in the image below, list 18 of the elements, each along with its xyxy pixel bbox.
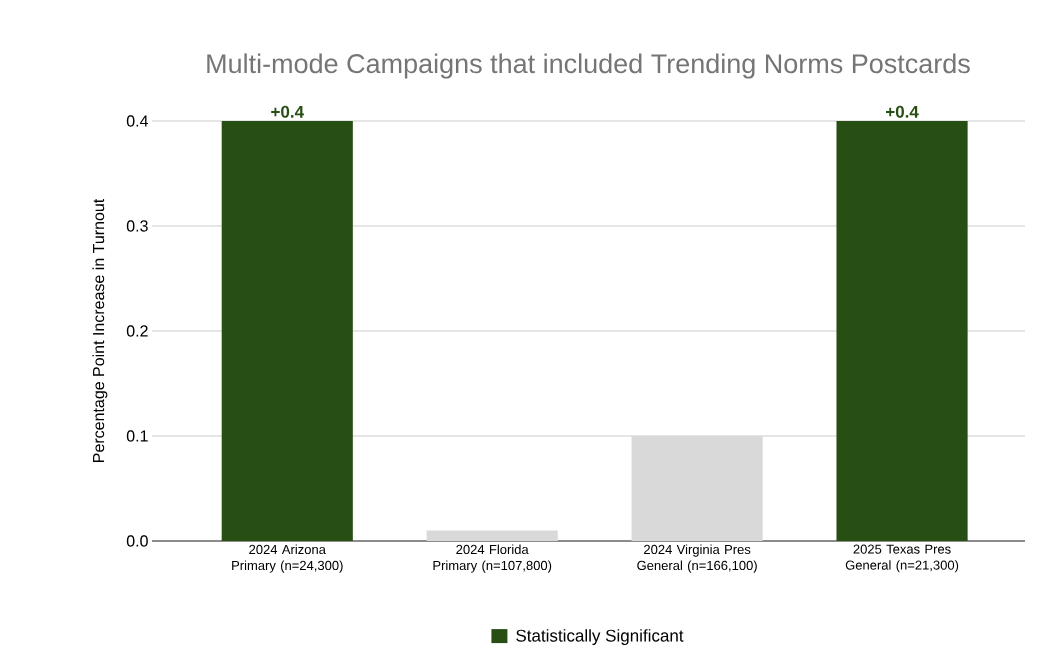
y-tick-label: 0.1 bbox=[126, 430, 148, 442]
x-tick-label: 2025 Texas Pres General (n=21,300) bbox=[845, 544, 959, 573]
bar bbox=[836, 120, 968, 541]
bar bbox=[221, 120, 353, 541]
bar bbox=[426, 530, 558, 541]
y-tick-label: 0.3 bbox=[126, 220, 148, 232]
bar bbox=[631, 435, 763, 541]
data-label: +0.4 bbox=[885, 105, 919, 118]
y-axis-title: Percentage Point Increase in Turnout bbox=[92, 198, 108, 462]
y-tick-label: 0.2 bbox=[126, 325, 148, 337]
y-tick-label: 0.4 bbox=[126, 115, 148, 127]
chart-title: Multi-mode Campaigns that included Trending Norms Postcards bbox=[207, 53, 970, 79]
y-tick-label: 0.0 bbox=[126, 535, 148, 547]
x-tick-label: 2024 Florida Primary (n=107,800) bbox=[433, 544, 552, 573]
x-tick-label: 2024 Virginia Pres General (n=166,100) bbox=[637, 544, 757, 573]
x-tick-label: 2024 Arizona Primary (n=24,300) bbox=[232, 544, 343, 573]
data-label: +0.4 bbox=[271, 105, 304, 118]
legend-label: Statistically Significant bbox=[516, 629, 684, 646]
